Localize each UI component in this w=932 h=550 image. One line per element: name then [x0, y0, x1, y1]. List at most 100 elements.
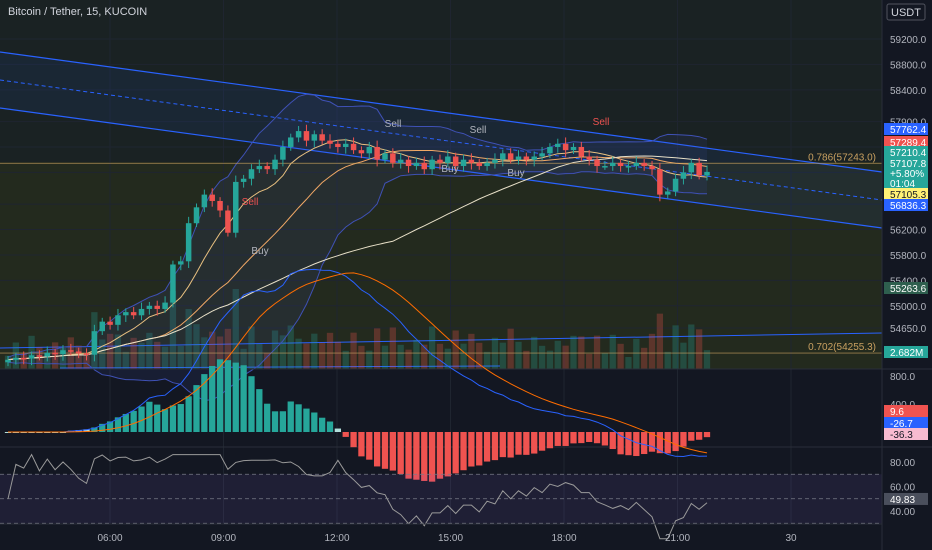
macd-histogram-bar — [342, 432, 349, 437]
macd-tick-label: 800.0 — [890, 372, 915, 383]
candle-body — [696, 162, 702, 176]
volume-bar — [287, 325, 294, 369]
candle-body — [468, 159, 475, 163]
rsi-line — [7, 453, 708, 540]
macd-badge — [884, 428, 928, 440]
macd-histogram-bar — [303, 408, 310, 432]
macd-histogram-bar — [350, 432, 357, 448]
macd-histogram-bar — [295, 404, 302, 432]
price-badge-label: 01:04 — [890, 179, 915, 190]
candle-body — [531, 156, 537, 160]
candle-body — [476, 162, 482, 167]
candle-body — [625, 166, 632, 168]
volume-bar — [609, 334, 616, 369]
candle-body — [20, 357, 27, 360]
macd-histogram-bar — [83, 429, 90, 432]
volume-bar — [546, 350, 554, 369]
candle-body — [460, 159, 467, 167]
volume-bar — [373, 328, 381, 369]
candles[interactable] — [5, 124, 710, 367]
macd-histogram-bar — [688, 432, 695, 441]
candle-body — [413, 162, 420, 167]
macd-histogram-bar — [428, 432, 436, 482]
macd-histogram-bar — [271, 411, 279, 432]
volume-bar — [538, 345, 546, 369]
currency-label: USDT — [891, 7, 921, 19]
volume-bar — [248, 326, 255, 369]
candle-body — [201, 194, 208, 208]
macd-histogram-bar — [483, 432, 491, 462]
currency-button[interactable]: USDT — [886, 3, 926, 21]
volume-bar — [672, 325, 679, 369]
macd-histogram-bar — [672, 432, 679, 452]
candle-body — [484, 162, 490, 167]
candle-body — [130, 312, 137, 316]
candle-body — [342, 143, 349, 147]
macd-histogram-bar — [664, 432, 671, 454]
volume-bar — [224, 328, 232, 369]
macd-histogram-bar — [106, 421, 114, 432]
time-tick-label: 30 — [785, 533, 797, 544]
candle-body — [13, 357, 19, 360]
price-badge-label: +5.80% — [890, 169, 924, 180]
signal-labels: Sell Buy Sell Sell Buy Buy Sell — [242, 117, 610, 257]
candle-body — [664, 191, 671, 195]
volume-bar — [460, 343, 467, 369]
macd-histogram-bar — [358, 432, 365, 457]
candle-body — [649, 166, 655, 170]
fib-levels: 0.786(57243.0) 0.702(54255.3) — [0, 152, 882, 354]
macd-histogram-bar — [562, 432, 569, 446]
macd-histogram-bar — [593, 432, 601, 444]
volume-bar — [279, 335, 287, 369]
volume-bar — [154, 341, 161, 369]
macd-histogram-bar — [232, 362, 239, 432]
macd-histogram-bar — [122, 413, 129, 432]
candle-body — [594, 159, 600, 167]
candle-body — [138, 308, 145, 316]
volume-bar — [350, 332, 357, 369]
candle-body — [5, 359, 11, 363]
volume-bar — [476, 342, 483, 369]
candle-body — [217, 200, 223, 211]
volume-bar — [483, 351, 491, 369]
volume-bar — [83, 355, 90, 369]
volume-bar — [413, 339, 420, 369]
price-badge — [884, 136, 928, 148]
volume-bar — [334, 341, 342, 369]
time-tick-label: 15:00 — [438, 533, 463, 544]
volume-bar — [303, 343, 310, 369]
macd-histogram-bar — [389, 432, 396, 471]
price-tick-label: 55800.0 — [890, 251, 927, 262]
price-tick-label: 55000.0 — [890, 302, 927, 313]
candle-body — [633, 162, 640, 167]
candle-body — [397, 159, 404, 163]
candle-body — [60, 350, 66, 355]
channel-mid — [0, 79, 883, 201]
volume-bar — [256, 343, 263, 369]
time-axis[interactable]: 06:00 09:00 12:00 15:00 18:00 21:00 30 — [97, 533, 797, 544]
macd-histogram-bar — [491, 432, 499, 461]
candle-body — [311, 134, 318, 141]
signal-label: Sell — [385, 119, 402, 130]
macd-histogram-bar — [248, 376, 255, 432]
volume-bar — [601, 353, 609, 369]
price-badge-label: 57105.3 — [890, 190, 927, 201]
price-badges: 57762.457289.457210.457107.8+5.80%01:045… — [884, 123, 928, 506]
price-tick-label: 58800.0 — [890, 60, 927, 71]
candle-body — [83, 353, 90, 355]
price-badge-label: 57762.4 — [890, 125, 927, 136]
volume-bar — [358, 345, 365, 369]
volume-bar — [122, 351, 129, 369]
macd-histogram-bar — [279, 411, 287, 432]
volume-bar — [295, 338, 302, 369]
macd-histogram-bar — [381, 432, 389, 469]
macd-histogram-bar — [366, 432, 373, 460]
macd-histogram-bar — [161, 409, 169, 432]
macd-histogram-bar — [177, 404, 184, 432]
candle-body — [264, 166, 270, 170]
candle-body — [303, 131, 310, 141]
time-tick-label: 21:00 — [665, 533, 690, 544]
trend-line-base — [59, 365, 501, 369]
macd-histogram-bar — [586, 432, 593, 443]
